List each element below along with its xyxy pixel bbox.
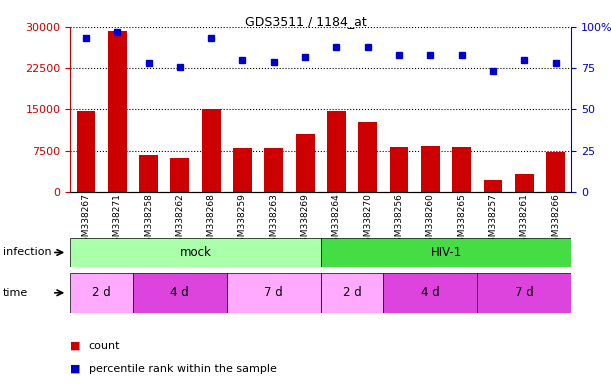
Bar [390,147,409,192]
Bar [76,111,95,192]
Text: count: count [89,341,120,351]
Text: 7 d: 7 d [515,286,533,299]
Bar [321,273,384,313]
Bar [546,152,565,192]
Text: mock: mock [180,246,211,259]
Bar [133,273,227,313]
Bar [421,146,440,192]
Bar [108,31,126,192]
Text: 2 d: 2 d [92,286,111,299]
Text: 4 d: 4 d [421,286,440,299]
Bar [170,158,189,192]
Text: time: time [3,288,28,298]
Bar [296,134,315,192]
Bar [327,111,346,192]
Text: 2 d: 2 d [343,286,362,299]
Bar [265,148,284,192]
Text: ■: ■ [70,364,84,374]
Text: infection: infection [3,247,52,258]
Bar [477,273,571,313]
Bar [233,148,252,192]
Text: 4 d: 4 d [170,286,189,299]
Text: GDS3511 / 1184_at: GDS3511 / 1184_at [244,15,367,28]
Bar [515,174,534,192]
Text: HIV-1: HIV-1 [430,246,462,259]
Bar [484,180,502,192]
Bar [70,238,321,267]
Text: 7 d: 7 d [265,286,283,299]
Text: ■: ■ [70,341,84,351]
Bar [384,273,477,313]
Bar [139,155,158,192]
Bar [202,109,221,192]
Bar [359,122,377,192]
Text: percentile rank within the sample: percentile rank within the sample [89,364,276,374]
Bar [227,273,321,313]
Bar [452,147,471,192]
Bar [70,273,133,313]
Bar [321,238,571,267]
